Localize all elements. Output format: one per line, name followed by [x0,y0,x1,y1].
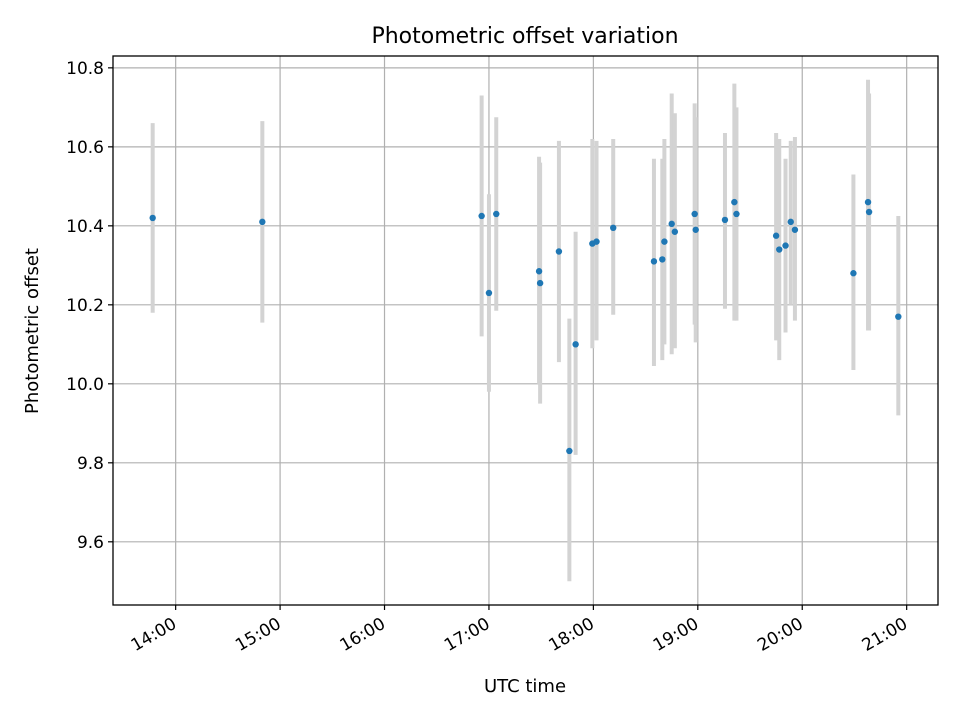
data-point [259,218,266,226]
y-tick-label: 10.8 [66,59,104,79]
data-point [536,279,544,287]
y-tick-label: 10.6 [66,138,104,158]
data-points [149,198,902,455]
data-point [671,228,679,235]
data-point [772,232,780,239]
data-point [535,268,543,275]
x-axis-label: UTC time [484,676,566,697]
data-point [791,226,799,233]
data-point [555,248,563,255]
data-point [650,258,658,265]
data-point [692,226,699,233]
data-point [731,198,738,206]
data-point [149,214,156,222]
data-point [610,224,617,232]
plot-frame [112,55,939,606]
data-point [895,313,902,320]
data-point [776,246,783,253]
y-tick-label: 10.0 [66,375,104,395]
chart-title: Photometric offset variation [371,24,678,49]
y-axis-ticks: 9.6 9.8 10.0 10.2 10.4 10.6 10.8 [66,59,113,553]
data-point [659,256,666,263]
y-tick-label: 9.6 [77,533,104,553]
data-point [485,289,493,297]
y-axis-label: Photometric offset [22,248,43,414]
data-point [850,270,857,277]
y-tick-label: 10.2 [66,296,104,316]
data-point [566,447,573,455]
data-point [572,341,579,348]
data-point [782,242,789,249]
data-point [593,238,600,245]
data-point [478,212,485,220]
data-point [787,218,794,226]
data-point [661,238,668,245]
data-point [865,208,873,216]
y-tick-label: 10.4 [66,217,104,237]
data-point [721,216,729,224]
data-point [493,210,500,218]
data-point [733,210,740,218]
grid-lines [113,56,938,605]
data-point [691,210,698,218]
data-point [668,220,675,228]
data-point [864,198,872,206]
y-tick-label: 9.8 [77,454,104,474]
